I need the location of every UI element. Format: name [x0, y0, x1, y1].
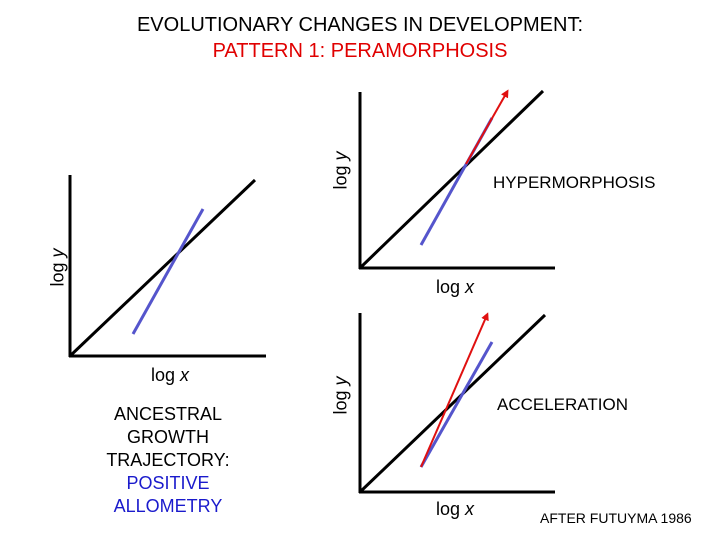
source-credit: AFTER FUTUYMA 1986 [540, 510, 692, 526]
caption-line-4: POSITIVE [126, 473, 210, 493]
caption-line-2: GROWTH [127, 427, 209, 447]
hypermorphosis-panel [358, 89, 555, 270]
ancestral-trajectory-line [131, 208, 205, 335]
ancestral-x-axis-label: log x [150, 365, 190, 385]
ancestral-caption: ANCESTRAL GROWTH TRAJECTORY: POSITIVE AL… [78, 403, 258, 518]
ancestral-panel [68, 175, 266, 358]
caption-line-5: ALLOMETRY [113, 496, 223, 516]
acceleration-steeper-arrow [420, 312, 489, 468]
acceleration-y-axis-label: log y [330, 376, 351, 415]
title-line-2: PATTERN 1: PERAMORPHOSIS [212, 40, 508, 62]
acceleration-ancestral-line [419, 341, 494, 468]
hypermorphosis-label: HYPERMORPHOSIS [493, 173, 656, 192]
ancestral-isometry-line [68, 178, 257, 358]
hypermorphosis-y-axis-label: log y [330, 151, 351, 190]
hypermorphosis-x-axis-label: log x [435, 277, 475, 297]
acceleration-label: ACCELERATION [497, 395, 628, 414]
acceleration-panel [358, 312, 555, 494]
acceleration-isometry-line [358, 313, 547, 494]
caption-line-3: TRAJECTORY: [106, 450, 230, 470]
acceleration-x-axis-label: log x [435, 499, 475, 519]
title-line-1: EVOLUTIONARY CHANGES IN DEVELOPMENT: [136, 14, 584, 36]
ancestral-y-axis-label: log y [47, 248, 68, 287]
hypermorphosis-extension-arrow [465, 89, 509, 165]
hypermorphosis-isometry-line [358, 89, 545, 270]
caption-line-1: ANCESTRAL [113, 404, 223, 424]
